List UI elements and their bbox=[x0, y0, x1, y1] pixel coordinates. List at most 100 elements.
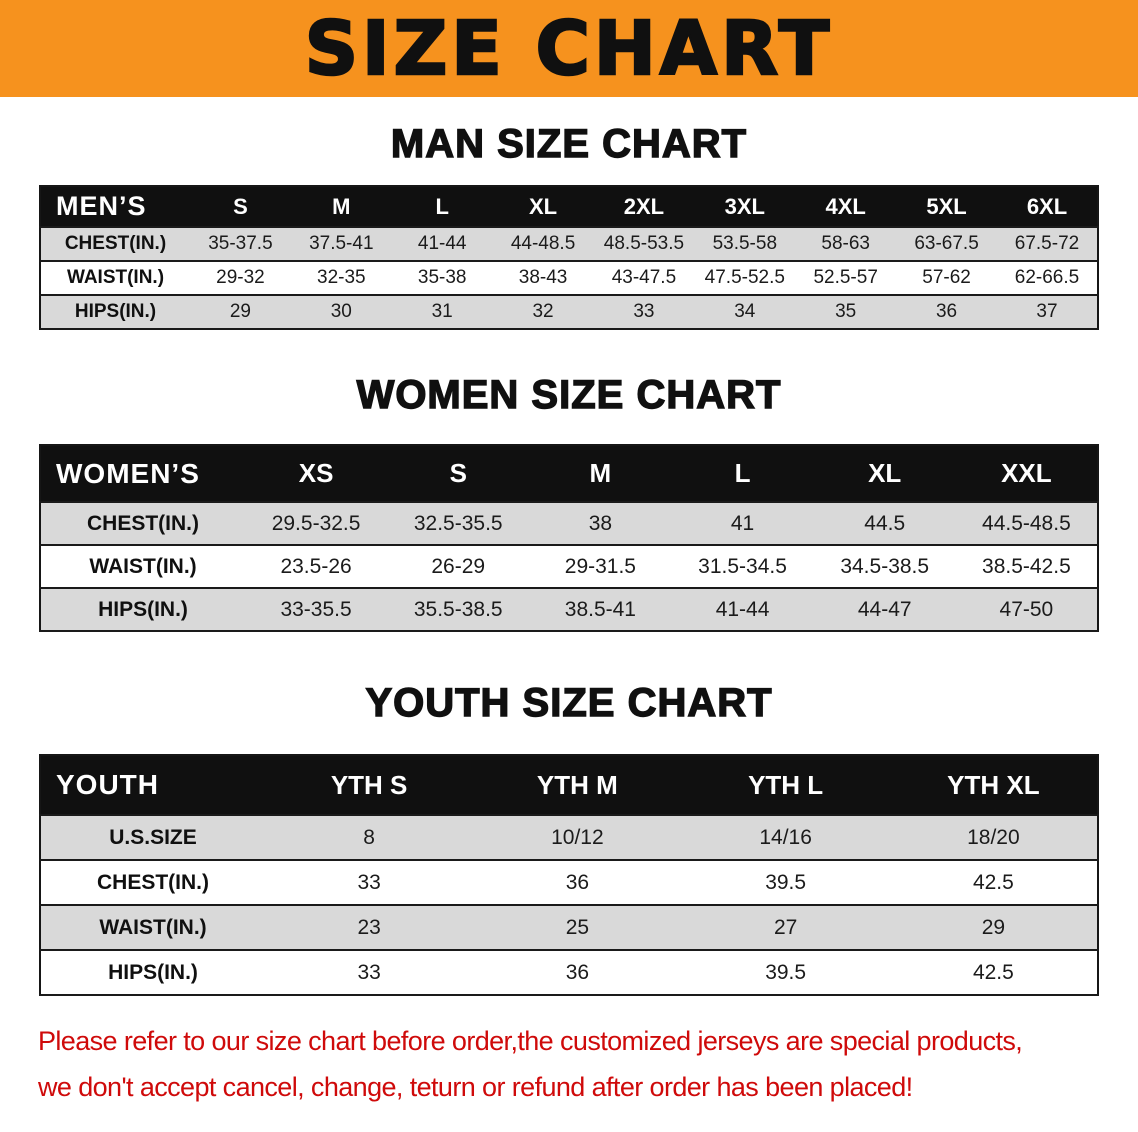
measurement-label: WAIST(IN.) bbox=[89, 554, 197, 578]
measurement-value: 43-47.5 bbox=[611, 267, 677, 288]
size-column-header: XL bbox=[813, 445, 956, 502]
measurement-value: 18/20 bbox=[967, 825, 1020, 849]
size-column-header: XXL bbox=[955, 445, 1098, 502]
measurement-row: CHEST(IN.) 33 36 39.5 42.5 bbox=[40, 860, 1098, 905]
measurement-value: 29-31.5 bbox=[564, 554, 636, 578]
measurement-value: 14/16 bbox=[759, 825, 812, 849]
table-header-row: YOUTH YTH S YTH M YTH L YTH XL bbox=[40, 755, 1098, 815]
measurement-value: 35 bbox=[835, 301, 857, 322]
women-size-table: WOMEN’S XS S M L XL XXL CHEST(IN.) 29.5-32.5 32.5… bbox=[39, 444, 1099, 632]
measurement-value: 44.5-48.5 bbox=[982, 511, 1071, 535]
table-title-cell: MEN’S bbox=[40, 186, 190, 227]
measurement-row: WAIST(IN.) 23 25 27 29 bbox=[40, 905, 1098, 950]
measurement-value: 53.5-58 bbox=[712, 233, 778, 254]
measurement-label: WAIST(IN.) bbox=[99, 915, 207, 939]
measurement-label: HIPS(IN.) bbox=[98, 597, 188, 621]
size-column-header: L bbox=[391, 186, 493, 227]
table-header-row: MEN’S S M L XL 2XL 3XL 4XL 5XL 6XL bbox=[40, 186, 1098, 227]
measurement-value: 48.5-53.5 bbox=[603, 233, 685, 254]
measurement-value: 37 bbox=[1036, 301, 1058, 322]
measurement-label: CHEST(IN.) bbox=[97, 870, 209, 894]
measurement-value: 32-35 bbox=[317, 267, 366, 288]
measurement-label: U.S.SIZE bbox=[109, 825, 197, 849]
men-size-table: MEN’S S M L XL 2XL 3XL 4XL 5XL 6XL CHEST(IN.) 35-37… bbox=[39, 185, 1099, 330]
women-size-chart-section: WOMEN SIZE CHART WOMEN’S XS S M L XL XXL CHEST(… bbox=[0, 372, 1138, 632]
measurement-row: HIPS(IN.) 33 36 39.5 42.5 bbox=[40, 950, 1098, 995]
measurement-label: HIPS(IN.) bbox=[74, 301, 157, 322]
measurement-value: 36 bbox=[565, 870, 590, 894]
disclaimer: Please refer to our size chart before or… bbox=[38, 1018, 1100, 1110]
measurement-value: 38.5-41 bbox=[564, 597, 636, 621]
measurement-value: 36 bbox=[935, 301, 958, 322]
youth-section-heading: YOUTH SIZE CHART bbox=[365, 680, 773, 725]
size-column-header: 2XL bbox=[593, 186, 695, 227]
measurement-value: 34 bbox=[734, 301, 756, 322]
measurement-value: 62-66.5 bbox=[1014, 267, 1080, 288]
measurement-label: CHEST(IN.) bbox=[64, 233, 167, 254]
measurement-value: 26-29 bbox=[431, 554, 486, 578]
measurement-row: WAIST(IN.) 23.5-26 26-29 29-31.5 31.5-34.5 34… bbox=[40, 545, 1098, 588]
measurement-value: 32.5-35.5 bbox=[413, 511, 503, 535]
measurement-value: 41-44 bbox=[715, 597, 770, 621]
measurement-value: 63-67.5 bbox=[914, 233, 979, 254]
men-section-heading: MAN SIZE CHART bbox=[390, 121, 748, 166]
measurement-value: 52.5-57 bbox=[813, 267, 878, 288]
size-column-header: YTH M bbox=[473, 755, 682, 815]
youth-size-chart-section: YOUTH SIZE CHART YOUTH YTH S YTH M YTH L YTH… bbox=[0, 680, 1138, 996]
measurement-value: 35-38 bbox=[417, 267, 467, 288]
measurement-value: 31.5-34.5 bbox=[698, 554, 787, 578]
men-size-chart-section: MAN SIZE CHART MEN’S S M L XL 2XL 3XL 4XL 5XL 6XL… bbox=[0, 121, 1138, 330]
measurement-value: 29.5-32.5 bbox=[271, 511, 361, 535]
size-column-header: S bbox=[387, 445, 530, 502]
measurement-value: 38.5-42.5 bbox=[982, 554, 1071, 578]
measurement-value: 41-44 bbox=[417, 233, 467, 254]
size-column-header: XS bbox=[245, 445, 388, 502]
measurement-value: 44.5 bbox=[864, 511, 906, 535]
measurement-label: WAIST(IN.) bbox=[66, 267, 165, 288]
table-title-cell: YOUTH bbox=[40, 755, 265, 815]
measurement-value: 32 bbox=[532, 301, 554, 322]
size-column-header: M bbox=[290, 186, 392, 227]
measurement-value: 39.5 bbox=[765, 960, 807, 984]
measurement-value: 8 bbox=[363, 825, 375, 849]
size-column-header: YTH S bbox=[265, 755, 474, 815]
measurement-value: 31 bbox=[431, 301, 453, 322]
measurement-value: 37.5-41 bbox=[309, 233, 374, 254]
measurement-value: 36 bbox=[565, 960, 590, 984]
size-column-header: YTH XL bbox=[889, 755, 1098, 815]
table-header-row: WOMEN’S XS S M L XL XXL bbox=[40, 445, 1098, 502]
measurement-value: 33 bbox=[357, 870, 381, 894]
measurement-value: 29 bbox=[229, 301, 251, 322]
size-column-header: XL bbox=[492, 186, 594, 227]
size-chart-banner: SIZE CHART bbox=[0, 0, 1138, 97]
measurement-value: 10/12 bbox=[551, 825, 604, 849]
measurement-row: CHEST(IN.) 29.5-32.5 32.5-35.5 38 41 44.5 44.5… bbox=[40, 502, 1098, 545]
size-column-header: S bbox=[190, 186, 291, 227]
page-title: SIZE CHART bbox=[304, 4, 834, 93]
disclaimer-line-1: Please refer to our size chart before or… bbox=[38, 1026, 1023, 1056]
measurement-value: 33 bbox=[633, 301, 655, 322]
measurement-value: 67.5-72 bbox=[1014, 233, 1080, 254]
measurement-label: HIPS(IN.) bbox=[108, 960, 198, 984]
measurement-value: 42.5 bbox=[972, 960, 1014, 984]
measurement-value: 47.5-52.5 bbox=[704, 267, 785, 288]
size-column-header: 4XL bbox=[795, 186, 897, 227]
measurement-value: 23 bbox=[357, 915, 381, 939]
measurement-value: 35-37.5 bbox=[208, 233, 273, 254]
disclaimer-line-2: we don't accept cancel, change, teturn o… bbox=[38, 1072, 913, 1102]
measurement-value: 27 bbox=[773, 915, 798, 939]
measurement-value: 30 bbox=[330, 301, 352, 322]
measurement-value: 47-50 bbox=[999, 597, 1054, 621]
measurement-value: 39.5 bbox=[765, 870, 807, 894]
measurement-label: CHEST(IN.) bbox=[87, 511, 199, 535]
size-column-header: L bbox=[671, 445, 814, 502]
size-column-header: 6XL bbox=[997, 186, 1098, 227]
size-column-header: YTH L bbox=[681, 755, 890, 815]
measurement-value: 58-63 bbox=[821, 233, 870, 254]
measurement-value: 57-62 bbox=[922, 267, 971, 288]
measurement-value: 34.5-38.5 bbox=[840, 554, 930, 578]
measurement-value: 44-48.5 bbox=[510, 233, 576, 254]
size-column-header: 5XL bbox=[896, 186, 997, 227]
measurement-row: WAIST(IN.) 29-32 32-35 35-38 38-43 43-47.5 47.… bbox=[40, 261, 1098, 295]
measurement-value: 41 bbox=[730, 511, 755, 535]
